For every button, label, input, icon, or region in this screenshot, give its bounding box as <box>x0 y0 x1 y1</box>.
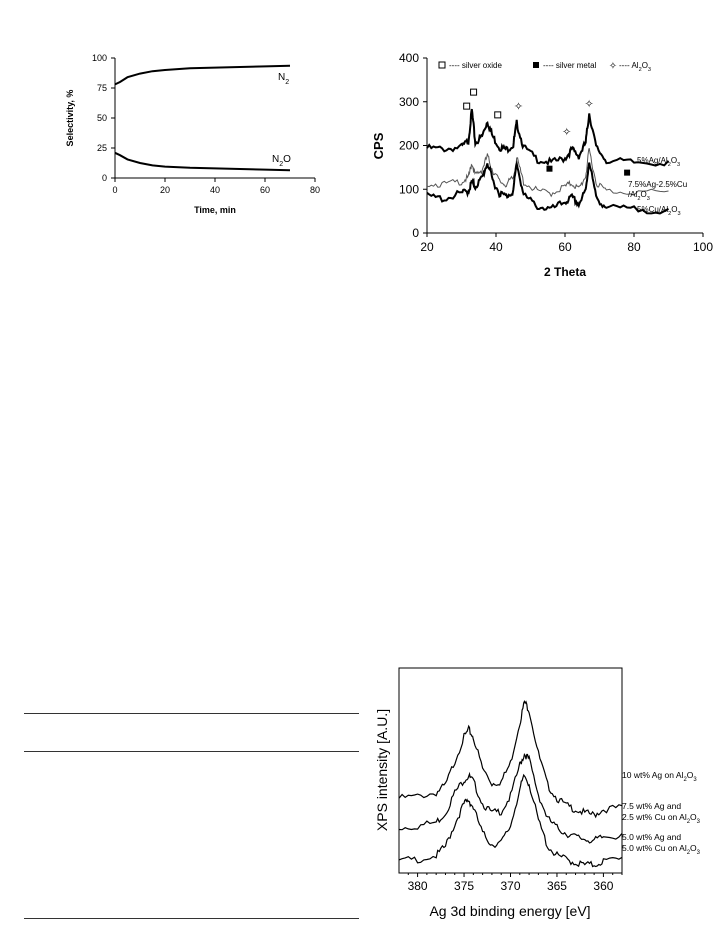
xrd-marker-silver-metal <box>546 165 553 172</box>
xrd-legend-filled-square <box>533 62 539 68</box>
xrd-y-tick-label: 200 <box>399 139 419 153</box>
xrd-marker-silver-oxide <box>463 102 471 110</box>
selectivity-chart: 0 25 50 75 100 0 20 40 60 80 N2 N2O Selectivity, … <box>65 53 320 215</box>
xrd-marker-al2o3: ✧ <box>585 99 594 111</box>
xrd-series-label-cu: 5%Cu/Al2O3 <box>637 205 681 217</box>
selectivity-series-label-n2o: N2O <box>272 154 291 168</box>
xps-x-tick-label: 375 <box>454 879 474 893</box>
xps-series-label-2: 5.0 wt% Ag and <box>622 832 681 842</box>
selectivity-plot-area: 0 25 50 75 100 0 20 40 60 80 N2 N2O <box>92 53 320 195</box>
xps-x-tick-label: 360 <box>593 879 613 893</box>
selectivity-y-tick-label: 75 <box>97 83 107 93</box>
selectivity-x-label: Time, min <box>194 205 236 215</box>
selectivity-series-1 <box>114 151 291 172</box>
table-header-rule <box>24 751 359 752</box>
xps-y-label: XPS intensity [A.U.] <box>374 709 390 831</box>
xps-series-2 <box>398 773 623 868</box>
xrd-x-tick-label: 80 <box>627 240 641 254</box>
xrd-marker-al2o3: ✧ <box>562 127 571 139</box>
xps-x-tick-label: 380 <box>408 879 428 893</box>
xrd-series-2 <box>426 159 669 215</box>
xps-series-label-0: 10 wt% Ag on Al2O3 <box>622 770 697 783</box>
xps-x-label: Ag 3d binding energy [eV] <box>429 903 590 919</box>
xrd-x-label: 2 Theta <box>544 265 586 279</box>
xrd-marker-al2o3: ✧ <box>514 101 523 113</box>
xrd-series-1 <box>426 148 669 198</box>
selectivity-x-tick-label: 40 <box>210 185 220 195</box>
table-bottom-rule <box>24 918 359 919</box>
xrd-y-tick-label: 300 <box>399 95 419 109</box>
xrd-marker-silver-metal <box>624 169 631 176</box>
xps-series-label-2: 5.0 wt% Cu on Al2O3 <box>622 843 701 856</box>
xrd-legend-label-al2o3: ---- Al2O3 <box>619 61 651 73</box>
xrd-marker-silver-oxide <box>494 111 502 119</box>
xps-x-tick-label: 370 <box>500 879 520 893</box>
xrd-series-0 <box>426 108 670 167</box>
xrd-x-tick-label: 40 <box>489 240 503 254</box>
selectivity-y-tick-label: 50 <box>97 113 107 123</box>
selectivity-y-tick-label: 25 <box>97 143 107 153</box>
selectivity-x-tick-label: 80 <box>310 185 320 195</box>
xrd-x-tick-label: 20 <box>420 240 434 254</box>
xrd-y-tick-label: 0 <box>412 226 419 240</box>
selectivity-series-label-n2: N2 <box>278 72 289 86</box>
selectivity-y-tick-label: 100 <box>92 53 107 63</box>
xrd-y-tick-label: 400 <box>399 51 419 65</box>
selectivity-x-tick-label: 60 <box>260 185 270 195</box>
xrd-series-label-agcu-line2: /Al2O3 <box>628 190 650 202</box>
selectivity-y-tick-label: 0 <box>102 173 107 183</box>
xrd-chart: ---- silver oxide ---- silver metal ✧ ---- … <box>371 51 713 279</box>
xrd-x-tick-label: 60 <box>558 240 572 254</box>
xrd-x-tick-label: 100 <box>693 240 713 254</box>
xrd-legend: ---- silver oxide ---- silver metal ✧ ---- … <box>438 61 651 73</box>
xps-series-label-1: 7.5 wt% Ag and <box>622 801 681 811</box>
xrd-y-tick-label: 100 <box>399 182 419 196</box>
xps-series-1 <box>398 753 623 844</box>
selectivity-x-tick-label: 20 <box>160 185 170 195</box>
xps-chart: 380 375 370 365 360 10 wt% Ag on Al2O3 7.5 wt… <box>374 667 701 919</box>
xrd-legend-label-silver-metal: ---- silver metal <box>543 61 597 70</box>
xrd-series-label-ag: 5%Ag/Al2O3 <box>637 156 680 168</box>
selectivity-x-tick-label: 0 <box>112 185 117 195</box>
xps-series-0 <box>398 699 623 819</box>
xrd-series-label-agcu-line1: 7.5%Ag-2.5%Cu <box>628 180 687 189</box>
xrd-legend-open-square <box>438 61 446 69</box>
xps-series-label-1: 2.5 wt% Cu on Al2O3 <box>622 812 701 825</box>
xrd-y-label: CPS <box>371 132 386 159</box>
xrd-marker-silver-oxide <box>470 88 478 96</box>
table-top-rule <box>24 713 359 714</box>
xrd-legend-label-silver-oxide: ---- silver oxide <box>449 61 502 70</box>
xps-x-tick-label: 365 <box>547 879 567 893</box>
selectivity-series-0 <box>114 64 291 86</box>
selectivity-y-label: Selectivity, % <box>65 90 75 147</box>
xrd-legend-star: ✧ <box>609 61 617 72</box>
